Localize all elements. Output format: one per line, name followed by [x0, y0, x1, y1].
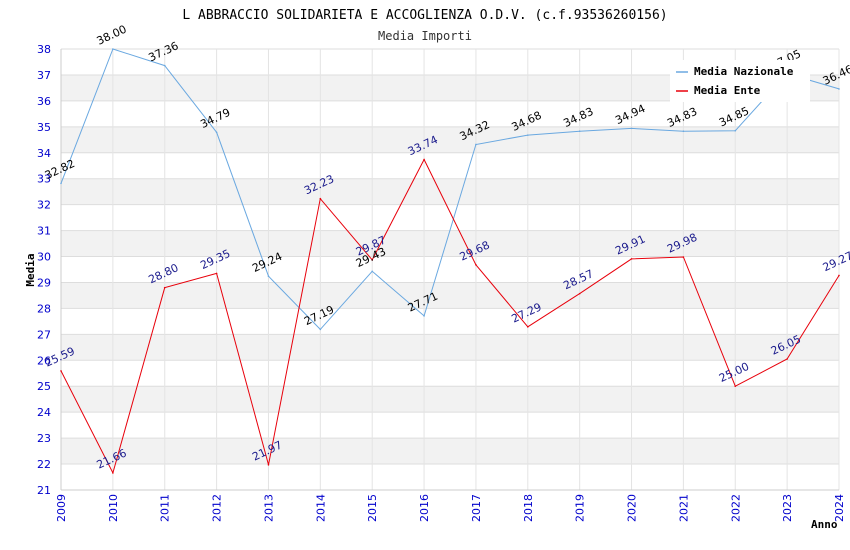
data-point — [423, 315, 425, 317]
x-tick-label: 2017 — [470, 494, 483, 522]
y-tick-label: 27 — [37, 328, 51, 341]
x-tick-label: 2019 — [574, 494, 587, 522]
y-tick-label: 30 — [37, 251, 51, 264]
y-tick-label: 25 — [37, 380, 51, 393]
y-tick-label: 31 — [37, 225, 51, 238]
data-point — [786, 358, 788, 360]
x-tick-label: 2022 — [729, 494, 742, 522]
data-point — [371, 259, 374, 261]
grid-band — [61, 334, 839, 361]
data-label: 34.83 — [665, 105, 699, 130]
data-point — [475, 264, 477, 266]
data-point — [734, 129, 737, 132]
data-point — [215, 272, 218, 275]
data-point — [527, 326, 529, 328]
x-tick-label: 2020 — [626, 494, 639, 522]
data-point — [371, 270, 374, 273]
data-point — [682, 256, 685, 258]
x-tick-label: 2023 — [781, 494, 794, 522]
y-tick-label: 21 — [37, 484, 51, 497]
data-point — [423, 158, 425, 161]
grid-band — [61, 178, 839, 205]
data-point — [578, 130, 581, 133]
data-label: 34.85 — [717, 104, 751, 129]
y-tick-label: 29 — [37, 276, 51, 289]
data-point — [215, 131, 218, 134]
x-tick-label: 2009 — [55, 494, 68, 522]
data-point — [60, 182, 62, 185]
legend-box — [670, 60, 810, 102]
data-point — [630, 258, 633, 260]
x-tick-label: 2011 — [159, 494, 172, 522]
data-point — [527, 134, 529, 136]
grid-band — [61, 230, 839, 257]
x-tick-label: 2016 — [418, 494, 431, 522]
series-lines — [60, 48, 840, 475]
data-point — [163, 286, 166, 289]
axes — [60, 49, 839, 491]
y-tick-label: 34 — [37, 147, 51, 160]
x-tick-label: 2021 — [677, 494, 690, 522]
data-point — [267, 464, 270, 466]
data-label: 34.94 — [613, 102, 647, 127]
data-label: 37.36 — [147, 39, 181, 64]
data-point — [319, 197, 322, 200]
data-point — [838, 274, 840, 277]
data-point — [682, 130, 685, 133]
data-point — [60, 370, 62, 372]
data-label: 34.83 — [561, 105, 595, 130]
x-tick-label: 2018 — [522, 494, 535, 522]
grid-band — [61, 438, 839, 465]
legend: Media Nazionale Media Ente — [670, 60, 810, 102]
grid-band — [61, 386, 839, 413]
data-point — [734, 385, 737, 388]
y-tick-label: 23 — [37, 432, 51, 445]
x-axis-label: Anno — [811, 518, 838, 531]
series-line-media-nazionale — [60, 48, 840, 331]
grid-band — [61, 282, 839, 309]
y-tick-label: 33 — [37, 173, 51, 186]
data-label: 38.00 — [95, 23, 129, 48]
y-tick-label: 28 — [37, 302, 51, 315]
y-tick-label: 37 — [37, 69, 51, 82]
y-tick-label: 38 — [37, 43, 51, 56]
data-point — [630, 127, 633, 130]
y-tick-labels: 21 22 23 24 25 26 27 28 29 30 31 32 33 34 35 36 37 38 — [37, 43, 51, 497]
series-line-media-ente — [60, 158, 840, 475]
x-tick-label: 2012 — [211, 494, 224, 522]
y-tick-label: 26 — [37, 354, 51, 367]
data-point — [838, 88, 840, 90]
chart-title: L ABBRACCIO SOLIDARIETA E ACCOGLIENZA O.… — [182, 8, 667, 23]
x-tick-labels: 2009 2010 2011 2012 2013 2014 2015 2016 2017 2018… — [55, 494, 846, 522]
y-axis-label: Media — [24, 253, 37, 286]
data-point — [112, 48, 114, 50]
data-point — [475, 143, 477, 146]
data-point — [319, 328, 322, 331]
data-point — [267, 275, 270, 278]
x-tick-label: 2014 — [314, 494, 327, 522]
y-tick-label: 22 — [37, 458, 51, 471]
data-point — [163, 64, 166, 67]
x-tick-label: 2015 — [366, 494, 379, 522]
x-tick-label: 2013 — [262, 494, 275, 522]
x-tick-label: 2024 — [833, 494, 846, 522]
chart-subtitle: Media Importi — [378, 29, 472, 43]
data-point — [578, 292, 581, 295]
grid-bands — [61, 74, 839, 465]
y-tick-label: 35 — [37, 121, 51, 134]
data-label: 25.00 — [717, 360, 751, 385]
x-tick-label: 2010 — [107, 494, 120, 522]
data-label: 25.59 — [43, 345, 77, 370]
y-tick-label: 36 — [37, 95, 51, 108]
y-tick-label: 24 — [37, 406, 51, 419]
legend-label-media-nazionale: Media Nazionale — [694, 65, 794, 78]
legend-label-media-ente: Media Ente — [694, 84, 761, 97]
data-point — [112, 472, 114, 474]
y-tick-label: 32 — [37, 199, 51, 212]
